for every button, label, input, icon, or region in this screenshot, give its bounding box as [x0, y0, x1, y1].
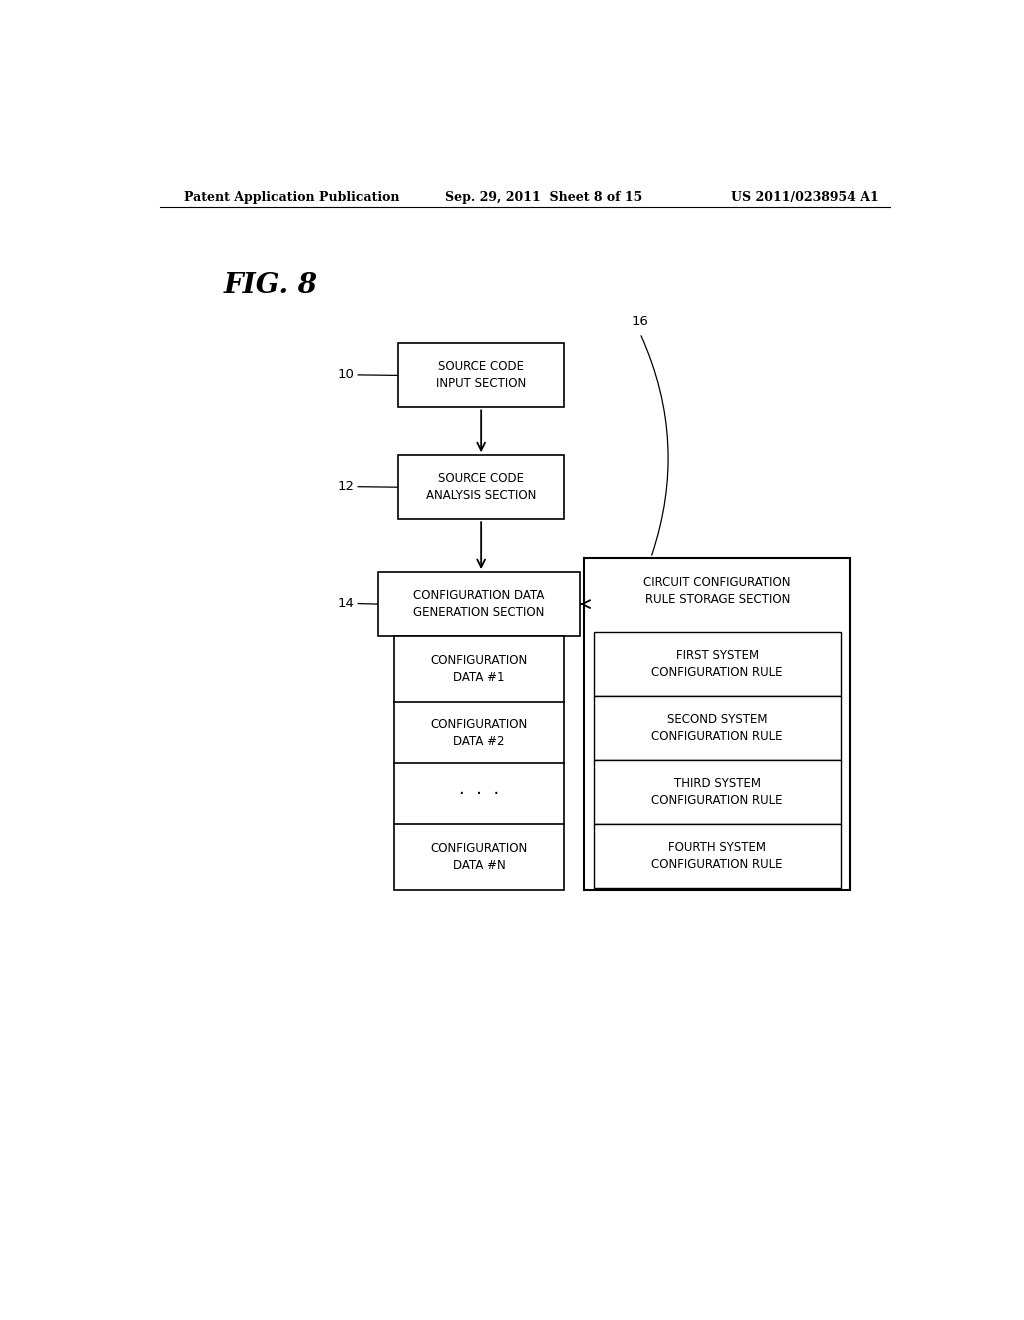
Text: 16: 16	[632, 314, 648, 327]
Text: CONFIGURATION
DATA #N: CONFIGURATION DATA #N	[430, 842, 527, 873]
Text: FOURTH SYSTEM
CONFIGURATION RULE: FOURTH SYSTEM CONFIGURATION RULE	[651, 841, 783, 871]
Text: ·  ·  ·: · · ·	[459, 784, 500, 803]
Bar	[397, 455, 564, 519]
Text: 10: 10	[337, 368, 354, 381]
Bar	[594, 760, 841, 824]
Text: FIRST SYSTEM
CONFIGURATION RULE: FIRST SYSTEM CONFIGURATION RULE	[651, 649, 783, 678]
Bar	[397, 343, 564, 408]
Text: CONFIGURATION
DATA #1: CONFIGURATION DATA #1	[430, 655, 527, 684]
Text: 12: 12	[337, 480, 354, 494]
Text: Patent Application Publication: Patent Application Publication	[183, 190, 399, 203]
Text: SOURCE CODE
ANALYSIS SECTION: SOURCE CODE ANALYSIS SECTION	[426, 473, 537, 502]
Text: CONFIGURATION DATA
GENERATION SECTION: CONFIGURATION DATA GENERATION SECTION	[414, 589, 545, 619]
Text: US 2011/0238954 A1: US 2011/0238954 A1	[731, 190, 879, 203]
Bar	[378, 572, 581, 636]
Text: 14: 14	[337, 597, 354, 610]
Text: CIRCUIT CONFIGURATION
RULE STORAGE SECTION: CIRCUIT CONFIGURATION RULE STORAGE SECTI…	[643, 576, 791, 606]
Text: SOURCE CODE
INPUT SECTION: SOURCE CODE INPUT SECTION	[436, 360, 526, 391]
Bar	[585, 558, 850, 890]
Text: CONFIGURATION
DATA #2: CONFIGURATION DATA #2	[430, 718, 527, 747]
Text: Sep. 29, 2011  Sheet 8 of 15: Sep. 29, 2011 Sheet 8 of 15	[445, 190, 643, 203]
Text: FIG. 8: FIG. 8	[223, 272, 317, 298]
Bar	[594, 632, 841, 696]
Bar	[594, 824, 841, 888]
Text: THIRD SYSTEM
CONFIGURATION RULE: THIRD SYSTEM CONFIGURATION RULE	[651, 777, 783, 807]
Bar	[394, 636, 564, 890]
Text: SECOND SYSTEM
CONFIGURATION RULE: SECOND SYSTEM CONFIGURATION RULE	[651, 713, 783, 743]
Bar	[594, 696, 841, 760]
